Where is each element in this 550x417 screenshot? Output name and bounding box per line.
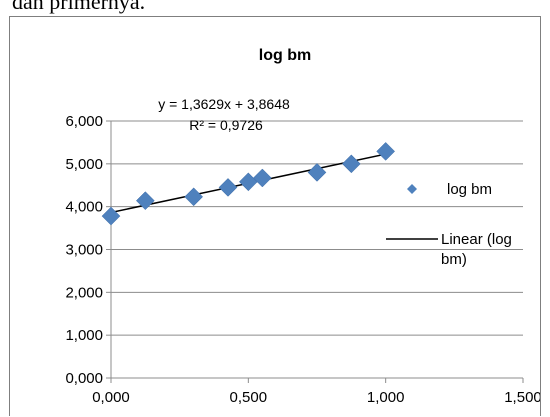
y-tick-label-0: 0,000 bbox=[65, 370, 103, 387]
x-tick-label-2: 1,000 bbox=[367, 389, 405, 406]
y-tick-label-2: 2,000 bbox=[65, 284, 103, 301]
y-tick-label-6: 6,000 bbox=[65, 113, 103, 130]
data-points bbox=[101, 142, 396, 226]
chart-area: log bm 0,000 1,000 2,000 3,000 4,000 5,000 6,0… bbox=[9, 16, 541, 416]
legend-label-linear-1: bm) bbox=[441, 251, 467, 268]
data-point-5 bbox=[252, 168, 272, 188]
y-tick-labels: 0,000 1,000 2,000 3,000 4,000 5,000 6,000 bbox=[65, 113, 103, 387]
data-point-3 bbox=[218, 178, 238, 197]
legend-marker-log-bm bbox=[407, 184, 417, 194]
chart-title: log bm bbox=[259, 47, 311, 64]
data-point-6 bbox=[307, 163, 327, 182]
x-tick-labels: 0,000 0,500 1,000 1,500 bbox=[92, 389, 540, 406]
x-tick-label-1: 0,500 bbox=[230, 389, 268, 406]
data-point-2 bbox=[184, 187, 204, 207]
gridlines bbox=[111, 120, 523, 336]
data-point-1 bbox=[135, 191, 155, 211]
legend: log bm Linear (log bm) bbox=[386, 181, 512, 268]
scatter-chart: log bm 0,000 1,000 2,000 3,000 4,000 5,000 6,0… bbox=[65, 47, 540, 406]
y-tick-label-3: 3,000 bbox=[65, 242, 103, 259]
data-point-0 bbox=[101, 206, 121, 226]
document-text-fragment: dan primernya. bbox=[12, 0, 146, 14]
trendline-equation: y = 1,3629x + 3,8648 bbox=[158, 96, 290, 112]
axes bbox=[106, 120, 524, 383]
data-point-7 bbox=[341, 154, 361, 174]
y-tick-label-1: 1,000 bbox=[65, 327, 103, 344]
y-tick-label-5: 5,000 bbox=[65, 156, 103, 173]
legend-label-linear-0: Linear (log bbox=[441, 231, 512, 248]
x-tick-label-0: 0,000 bbox=[92, 389, 130, 406]
x-tick-label-3: 1,500 bbox=[504, 389, 540, 406]
data-point-4 bbox=[238, 172, 258, 192]
y-tick-label-4: 4,000 bbox=[65, 199, 103, 216]
data-point-8 bbox=[376, 142, 396, 161]
trendline-r-squared: R² = 0,9726 bbox=[189, 117, 263, 133]
legend-label-log-bm: log bm bbox=[447, 181, 492, 198]
